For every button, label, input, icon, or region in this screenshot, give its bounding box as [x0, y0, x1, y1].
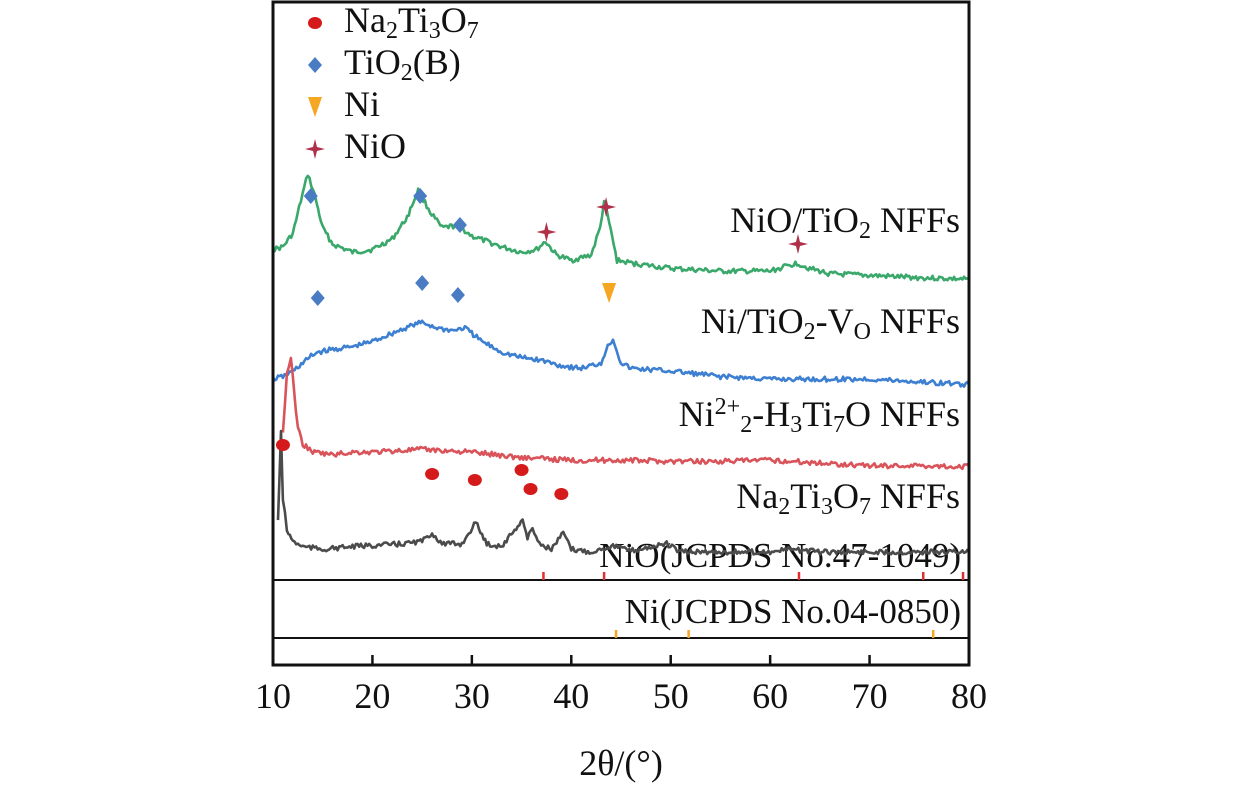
peak-marker-star4 [787, 234, 808, 254]
legend-label: NiO [344, 126, 406, 166]
legend-marker-circle [308, 17, 322, 29]
peak-marker-triangle-down [602, 283, 617, 303]
legend-marker-diamond [308, 57, 322, 73]
peak-marker-diamond [413, 188, 428, 204]
peak-marker-diamond [452, 217, 467, 233]
legend-label: Ni [344, 84, 380, 124]
x-tick-label: 50 [653, 676, 689, 716]
ref-pattern-label: NiO(JCPDS No.47-1049) [599, 536, 961, 575]
peak-marker-circle [425, 468, 440, 480]
peak-marker-diamond [415, 275, 430, 291]
ref-pattern-label: Ni(JCPDS No.04-0850) [625, 592, 961, 631]
legend-marker-triangle-down [308, 97, 322, 117]
series-label-3: Na2Ti3O7 NFFs [736, 476, 960, 520]
series-line-2 [281, 356, 971, 471]
series-label-0: NiO/TiO2 NFFs [730, 200, 960, 244]
peak-marker-star4 [596, 197, 617, 217]
series-line-3 [276, 429, 971, 556]
peak-marker-star4 [536, 222, 557, 242]
x-axis-label: 2θ/(°) [579, 743, 663, 783]
series-line-0 [272, 174, 970, 282]
peak-marker-circle [467, 474, 482, 486]
legend-marker-star4 [305, 139, 325, 159]
legend-label: Na2Ti3O7 [344, 0, 479, 44]
x-tick-label: 40 [553, 676, 589, 716]
x-tick-label: 30 [454, 676, 490, 716]
peak-marker-circle [275, 439, 290, 451]
legend-label: TiO2(B) [344, 42, 461, 86]
plot-frame [271, 0, 971, 667]
series-line-1 [271, 319, 971, 388]
x-tick-label: 70 [852, 676, 888, 716]
peak-marker-diamond [450, 287, 465, 303]
series-label-2: Ni2+2-H3Ti7O NFFs [679, 394, 960, 438]
series-label-1: Ni/TiO2-VO NFFs [701, 301, 960, 345]
peak-marker-circle [523, 483, 538, 495]
peak-marker-diamond [310, 290, 325, 306]
peak-marker-circle [554, 488, 569, 500]
peak-marker-diamond [303, 188, 318, 204]
x-tick-label: 60 [752, 676, 788, 716]
x-tick-label: 80 [951, 676, 987, 716]
x-tick-label: 20 [354, 676, 390, 716]
peak-marker-circle [514, 464, 529, 476]
x-tick-label: 10 [255, 676, 291, 716]
